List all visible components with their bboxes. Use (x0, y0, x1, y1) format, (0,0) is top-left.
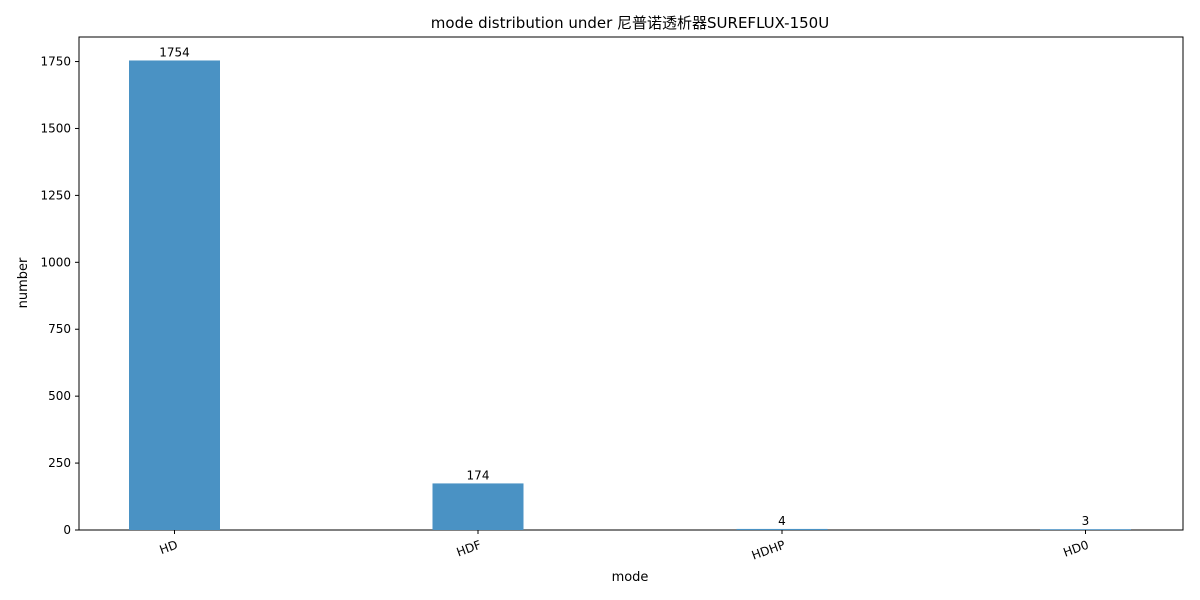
bars-group: 1754 174 4 3 (129, 45, 1131, 530)
y-tick-label-1500: 1500 (40, 121, 71, 135)
bar-hdhp (736, 528, 828, 530)
x-axis-ticks: HD HDF HDHP HD0 (158, 530, 1091, 563)
y-tick-label-1000: 1000 (40, 255, 71, 269)
data-label-hdf: 174 (467, 468, 490, 482)
bar-hdf (432, 483, 524, 530)
y-axis-label: number (16, 257, 31, 308)
y-tick-label-1250: 1250 (40, 188, 71, 202)
y-tick-label-500: 500 (48, 389, 71, 403)
bar-hd0 (1040, 529, 1131, 530)
chart-title: mode distribution under 尼普诺透析器SUREFLUX-1… (431, 14, 829, 32)
y-tick-label-1750: 1750 (40, 55, 71, 69)
data-label-hd0: 3 (1082, 514, 1090, 528)
data-label-hd: 1754 (159, 45, 190, 59)
x-tick-label-hdhp: HDHP (750, 538, 787, 563)
y-tick-label-250: 250 (48, 456, 71, 470)
y-axis-ticks: 0 250 500 750 1000 1250 1500 1750 (40, 55, 79, 537)
x-tick-label-hd0: HD0 (1061, 538, 1090, 560)
data-label-hdhp: 4 (778, 514, 786, 528)
x-tick-label-hd: HD (158, 538, 180, 557)
plot-frame (78, 36, 1184, 531)
y-tick-label-750: 750 (48, 322, 71, 336)
x-axis-label: mode (612, 570, 649, 585)
y-tick-label-0: 0 (63, 523, 71, 537)
bar-hd (129, 60, 220, 530)
x-tick-label-hdf: HDF (455, 538, 484, 560)
